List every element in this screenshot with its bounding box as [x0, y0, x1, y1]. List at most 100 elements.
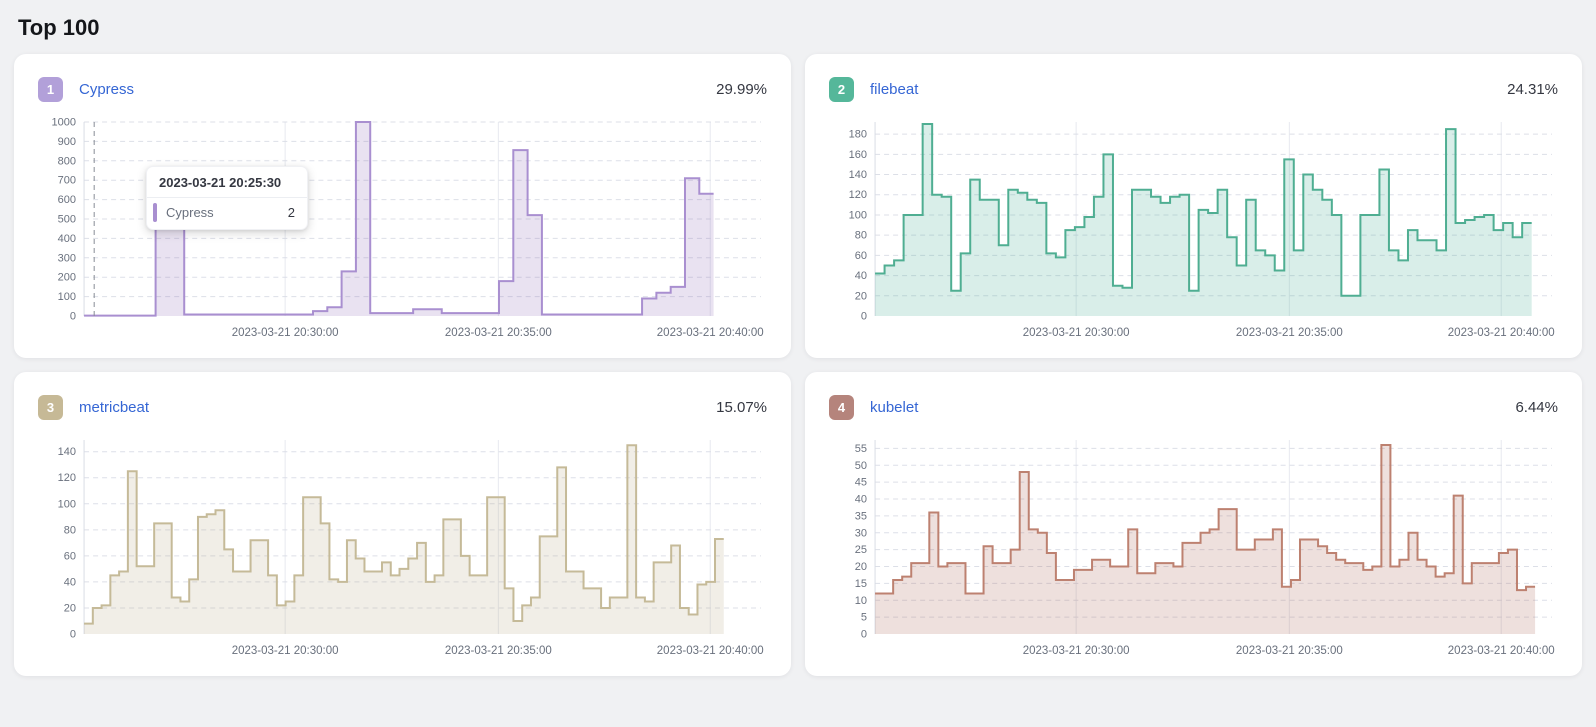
- card-header: 1 Cypress 29.99%: [38, 76, 767, 102]
- x-axis-label: 2023-03-21 20:35:00: [445, 645, 552, 657]
- chart-card: 3 metricbeat 15.07% 2023-03-21 20:30:00 2…: [14, 372, 791, 676]
- y-axis-label: 900: [58, 136, 76, 148]
- series-area: [875, 445, 1536, 634]
- chart-card: 4 kubelet 6.44% 2023-03-21 20:30:00 2023-…: [805, 372, 1582, 676]
- rank-badge: 2: [829, 76, 854, 102]
- series-line: [84, 121, 714, 317]
- y-axis-label: 20: [64, 602, 76, 614]
- y-axis-label: 160: [849, 149, 867, 161]
- y-axis-label: 140: [849, 169, 867, 181]
- tooltip-timestamp: 2023-03-21 20:25:30: [147, 167, 307, 198]
- x-axis-label: 2023-03-21 20:35:00: [1236, 645, 1343, 657]
- x-axis-label: 2023-03-21 20:40:00: [1448, 645, 1555, 657]
- step-area-chart[interactable]: 2023-03-21 20:30:00 2023-03-21 20:35:00 20…: [829, 434, 1558, 662]
- x-axis-label: 2023-03-21 20:35:00: [445, 327, 552, 339]
- x-axis-label: 2023-03-21 20:30:00: [1023, 327, 1130, 339]
- page-title: Top 100: [18, 15, 100, 40]
- step-area-chart[interactable]: 2023-03-21 20:30:00 2023-03-21 20:35:00 20…: [829, 116, 1558, 344]
- x-axis-label: 2023-03-21 20:40:00: [1448, 327, 1555, 339]
- series-line: [84, 444, 724, 625]
- chart-card: 1 Cypress 29.99% 2023-03-21 20:30:00 2023…: [14, 54, 791, 358]
- tooltip-series-value: 2: [287, 205, 295, 220]
- y-axis-label: 500: [58, 214, 76, 226]
- y-axis-label: 40: [855, 270, 867, 282]
- percent-value: 29.99%: [716, 80, 767, 98]
- y-axis: 0 20 40 60 80 100 120 140 160 180: [849, 129, 1552, 323]
- chart-area[interactable]: 2023-03-21 20:30:00 2023-03-21 20:35:00 20…: [38, 116, 767, 344]
- rank-badge: 1: [38, 76, 63, 102]
- tooltip-series-name: Cypress: [166, 205, 214, 220]
- x-axis-label: 2023-03-21 20:40:00: [657, 645, 764, 657]
- y-axis-label: 5: [861, 612, 867, 624]
- x-axis-label: 2023-03-21 20:35:00: [1236, 327, 1343, 339]
- x-axis-label: 2023-03-21 20:30:00: [232, 645, 339, 657]
- y-axis-label: 180: [849, 129, 867, 141]
- y-axis-label: 100: [58, 291, 76, 303]
- y-axis-label: 15: [855, 578, 867, 590]
- y-axis-label: 700: [58, 175, 76, 187]
- x-axis-label: 2023-03-21 20:30:00: [1023, 645, 1130, 657]
- y-axis-label: 50: [855, 460, 867, 472]
- y-axis-label: 25: [855, 544, 867, 556]
- cards-grid: 1 Cypress 29.99% 2023-03-21 20:30:00 2023…: [14, 54, 1582, 676]
- y-axis: 0 5 10 15 20 25 30 35 40 45 50 55: [855, 443, 1552, 641]
- series-link-metricbeat[interactable]: metricbeat: [79, 398, 150, 416]
- percent-value: 6.44%: [1515, 398, 1558, 416]
- y-axis-label: 600: [58, 194, 76, 206]
- series-link-cypress[interactable]: Cypress: [79, 80, 135, 98]
- y-axis-label: 20: [855, 561, 867, 573]
- x-axis-label: 2023-03-21 20:30:00: [232, 327, 339, 339]
- percent-value: 24.31%: [1507, 80, 1558, 98]
- tooltip-series-row: Cypress 2: [147, 198, 307, 229]
- series-area: [84, 445, 724, 634]
- series-line: [875, 123, 1532, 297]
- y-axis-label: 0: [861, 311, 867, 323]
- y-axis-label: 20: [855, 290, 867, 302]
- step-area-chart[interactable]: 2023-03-21 20:30:00 2023-03-21 20:35:00 20…: [38, 434, 767, 662]
- series-area: [875, 124, 1532, 316]
- y-axis-label: 100: [849, 209, 867, 221]
- chart-tooltip: 2023-03-21 20:25:30 Cypress 2: [146, 166, 308, 230]
- y-axis-label: 120: [849, 189, 867, 201]
- y-axis: 0 20 40 60 80 100 120 140: [58, 446, 761, 640]
- y-axis-label: 400: [58, 233, 76, 245]
- series-link-kubelet[interactable]: kubelet: [870, 398, 919, 416]
- step-area-chart[interactable]: 2023-03-21 20:30:00 2023-03-21 20:35:00 20…: [38, 116, 767, 344]
- y-axis-label: 120: [58, 472, 76, 484]
- chart-area[interactable]: 2023-03-21 20:30:00 2023-03-21 20:35:00 20…: [829, 116, 1558, 344]
- y-axis-label: 200: [58, 272, 76, 284]
- y-axis-label: 10: [855, 595, 867, 607]
- y-axis-label: 0: [70, 629, 76, 641]
- y-axis-label: 30: [855, 527, 867, 539]
- series-link-filebeat[interactable]: filebeat: [870, 80, 919, 98]
- card-header: 3 metricbeat 15.07%: [38, 394, 767, 420]
- y-axis-label: 140: [58, 446, 76, 458]
- y-axis-label: 0: [70, 311, 76, 323]
- y-axis-label: 45: [855, 477, 867, 489]
- y-axis-label: 0: [861, 629, 867, 641]
- percent-value: 15.07%: [716, 398, 767, 416]
- y-axis-label: 60: [855, 250, 867, 262]
- y-axis-label: 35: [855, 510, 867, 522]
- y-axis-label: 300: [58, 252, 76, 264]
- y-axis-label: 55: [855, 443, 867, 455]
- y-axis-label: 1000: [52, 117, 77, 129]
- chart-area[interactable]: 2023-03-21 20:30:00 2023-03-21 20:35:00 20…: [38, 434, 767, 662]
- y-axis: 0 100 200 300 400 500 600 700 800 900 1000: [52, 117, 761, 323]
- chart-card: 2 filebeat 24.31% 2023-03-21 20:30:00 202…: [805, 54, 1582, 358]
- series-line: [875, 444, 1536, 595]
- y-axis-label: 40: [855, 494, 867, 506]
- tooltip-series-marker: [153, 203, 157, 222]
- y-axis-label: 40: [64, 576, 76, 588]
- x-axis: 2023-03-21 20:30:00 2023-03-21 20:35:00 20…: [1023, 440, 1555, 657]
- y-axis-label: 80: [855, 230, 867, 242]
- x-axis-label: 2023-03-21 20:40:00: [657, 327, 764, 339]
- y-axis-label: 60: [64, 550, 76, 562]
- rank-badge: 4: [829, 394, 854, 420]
- y-axis-label: 100: [58, 498, 76, 510]
- y-axis-label: 800: [58, 155, 76, 167]
- chart-area[interactable]: 2023-03-21 20:30:00 2023-03-21 20:35:00 20…: [829, 434, 1558, 662]
- y-axis-label: 80: [64, 524, 76, 536]
- card-header: 2 filebeat 24.31%: [829, 76, 1558, 102]
- card-header: 4 kubelet 6.44%: [829, 394, 1558, 420]
